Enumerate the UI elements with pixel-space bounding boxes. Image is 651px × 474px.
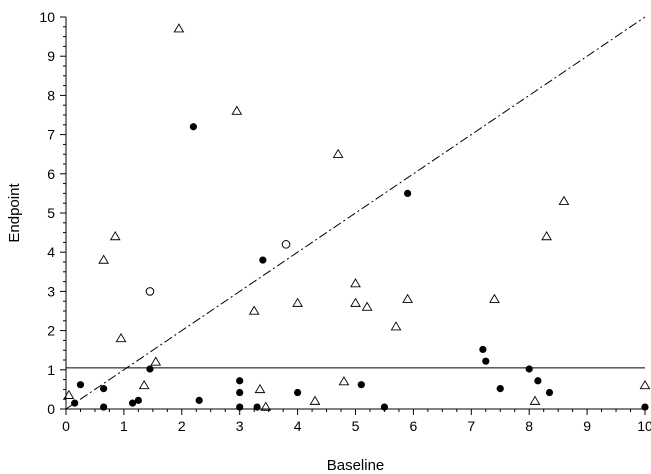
filled-circle-point — [76, 381, 85, 389]
open-triangle-point — [332, 148, 344, 158]
filled-circle-point — [479, 345, 487, 354]
y-tick-label: 8 — [47, 87, 55, 103]
y-tick-label: 4 — [47, 244, 55, 260]
open-triangle-point — [248, 305, 260, 315]
filled-circle-point — [259, 256, 267, 264]
filled-circle-point — [357, 381, 365, 389]
filled-circle-point — [71, 399, 79, 407]
open-triangle-point — [254, 383, 266, 394]
filled-circle-point — [253, 403, 261, 411]
open-triangle-point — [138, 379, 150, 390]
open-triangle-point — [558, 195, 570, 205]
filled-circle-point — [525, 365, 533, 373]
x-axis-title: Baseline — [327, 457, 385, 474]
filled-circle-point — [236, 403, 244, 411]
filled-circle-point — [134, 396, 142, 404]
filled-circle-point — [641, 403, 649, 411]
filled-circle-point — [100, 403, 108, 411]
filled-circle-point — [195, 396, 203, 404]
x-tick-label: 3 — [236, 418, 244, 434]
filled-circle-point — [294, 388, 302, 397]
open-triangle-point — [231, 105, 243, 115]
open-triangle-point — [63, 389, 75, 399]
x-tick-label: 9 — [583, 418, 591, 434]
open-triangle-point — [338, 376, 350, 386]
identity-reference-line — [65, 16, 646, 410]
y-tick-label: 0 — [47, 401, 55, 417]
filled-circle-point — [189, 123, 197, 131]
x-tick-label: 4 — [294, 418, 302, 434]
open-circle-point — [281, 240, 291, 249]
x-tick-label: 2 — [178, 418, 186, 434]
filled-circle-point — [496, 385, 504, 393]
filled-circle-point — [146, 365, 154, 373]
filled-circle-point — [128, 399, 137, 407]
open-triangle-point — [292, 297, 303, 307]
y-tick-label: 6 — [47, 166, 55, 182]
open-triangle-point — [98, 254, 110, 264]
y-axis-title: Endpoint — [6, 183, 23, 243]
y-tick-label: 10 — [39, 9, 55, 25]
open-triangle-point — [350, 297, 361, 307]
open-triangle-point — [639, 379, 651, 390]
filled-circle-point — [404, 189, 412, 197]
y-tick-label: 9 — [47, 48, 55, 64]
plot-area: 0 1 2 3 4 5 6 7 8 9 10 0 1 2 3 4 5 6 7 8 9 10 — [39, 9, 651, 434]
open-triangle-point — [541, 231, 552, 241]
y-tick-label: 1 — [47, 362, 55, 378]
open-triangle-point — [529, 395, 541, 405]
x-tick-label: 1 — [120, 418, 128, 434]
y-tick-label: 7 — [47, 127, 55, 143]
filled-circle-point — [380, 403, 389, 411]
x-tick-label: 0 — [62, 418, 70, 434]
filled-circle-point — [482, 357, 490, 365]
filled-circle-point — [236, 388, 244, 397]
filled-circle-point — [545, 388, 554, 397]
open-triangle-point — [173, 23, 185, 33]
x-tick-label: 8 — [525, 418, 533, 434]
open-triangle-point — [390, 321, 402, 331]
y-tick-label: 2 — [47, 323, 55, 339]
filled-circle-point — [534, 377, 542, 385]
x-tick-label: 10 — [637, 418, 651, 434]
x-tick-label: 7 — [467, 418, 475, 434]
filled-circle-point — [236, 377, 244, 385]
x-tick-label: 6 — [410, 418, 418, 434]
x-tick-label: 5 — [352, 418, 360, 434]
open-triangle-point — [361, 301, 373, 311]
open-triangle-point — [350, 278, 361, 288]
open-triangle-point — [260, 401, 272, 411]
open-circle-point — [145, 287, 155, 296]
y-tick-label: 5 — [47, 205, 55, 221]
open-triangle-point — [115, 332, 127, 343]
open-triangle-point — [150, 356, 162, 366]
open-triangle-point — [402, 293, 413, 303]
filled-circle-point — [100, 385, 108, 393]
open-triangle-point — [489, 293, 500, 303]
y-tick-label: 3 — [47, 283, 55, 299]
open-triangle-point — [109, 231, 121, 241]
open-triangle-point — [309, 395, 321, 405]
